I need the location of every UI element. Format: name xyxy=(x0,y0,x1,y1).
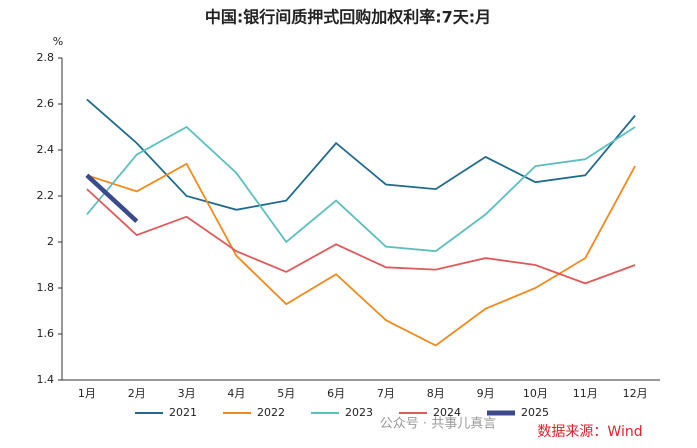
x-tick-label: 9月 xyxy=(477,387,495,400)
y-tick-label: 1.4 xyxy=(37,373,55,386)
x-tick-label: 11月 xyxy=(573,387,598,400)
x-tick-label: 7月 xyxy=(377,387,395,400)
series-line xyxy=(86,188,636,285)
legend-label: 2022 xyxy=(257,406,285,419)
x-tick-label: 1月 xyxy=(78,387,96,400)
y-tick-label: 2.6 xyxy=(37,97,55,110)
legend-label: 2025 xyxy=(521,406,549,419)
y-tick-label: 2.4 xyxy=(37,143,55,156)
series-line xyxy=(86,162,636,347)
series-line xyxy=(85,173,139,223)
x-tick-label: 10月 xyxy=(523,387,548,400)
x-tick-label: 8月 xyxy=(427,387,445,400)
series-line xyxy=(86,125,636,253)
y-tick-label: 2.2 xyxy=(37,189,55,202)
chart-title: 中国:银行间质押式回购加权利率:7天:月 xyxy=(205,8,491,27)
x-tick-label: 3月 xyxy=(178,387,196,400)
watermark: 公众号 · 共事儿真言 xyxy=(380,417,496,432)
y-tick-label: 1.6 xyxy=(37,327,55,340)
x-tick-label: 12月 xyxy=(623,387,648,400)
legend-label: 2024 xyxy=(433,406,461,419)
x-tick-label: 2月 xyxy=(128,387,146,400)
x-tick-label: 5月 xyxy=(277,387,295,400)
x-tick-label: 6月 xyxy=(327,387,345,400)
y-unit: % xyxy=(53,35,63,48)
legend-label: 2023 xyxy=(345,406,373,419)
y-tick-label: 2.8 xyxy=(37,51,55,64)
y-tick-label: 2 xyxy=(47,235,54,248)
y-tick-label: 1.8 xyxy=(37,281,55,294)
series-line xyxy=(86,98,636,211)
x-tick-label: 4月 xyxy=(227,387,245,400)
legend-label: 2021 xyxy=(169,406,197,419)
source: 数据来源：Wind xyxy=(537,424,642,440)
